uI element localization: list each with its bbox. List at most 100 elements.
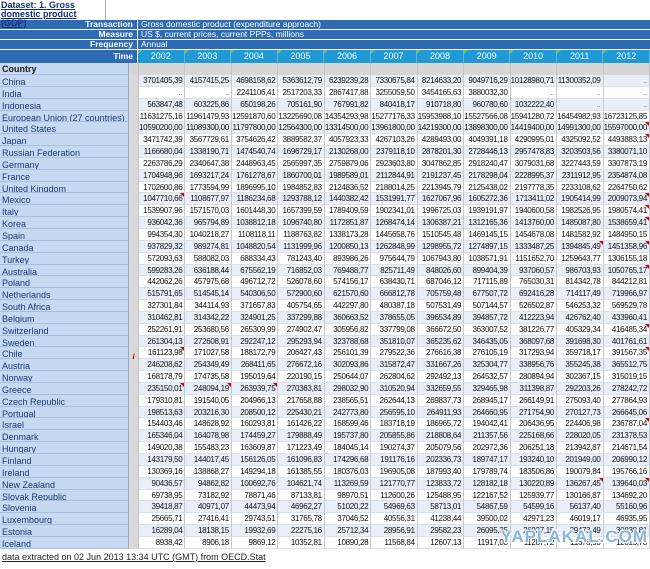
gdp-value-cell: 10590200,00 — [139, 122, 186, 135]
gdp-value-cell: 3227443,59 — [557, 157, 604, 170]
gdp-value-cell: 40556,31 — [371, 513, 418, 526]
year-column-header-2007[interactable]: 2007 — [370, 50, 418, 63]
country-link[interactable]: Australia — [2, 266, 38, 277]
country-link[interactable]: Iceland — [2, 538, 32, 549]
country-link[interactable]: Korea — [2, 219, 27, 229]
country-link[interactable]: Slovak Republic — [2, 491, 67, 502]
year-column-header-2009[interactable]: 2009 — [463, 50, 511, 63]
country-link[interactable]: Sweden — [2, 337, 35, 348]
year-column-header-2003[interactable]: 2003 — [184, 50, 232, 63]
country-link[interactable]: Spain — [2, 230, 26, 241]
country-link[interactable]: France — [2, 171, 31, 182]
country-link[interactable]: Turkey — [2, 254, 30, 265]
gdp-value-cell: 507531,49 — [417, 300, 465, 312]
flag-gutter-cell — [129, 75, 139, 87]
gdp-value-cell: 327301,84 — [139, 300, 186, 312]
country-link[interactable]: South Africa — [2, 302, 51, 312]
gdp-value-cell: 426762,40 — [557, 311, 604, 324]
country-link[interactable]: Russian Federation — [2, 148, 81, 158]
gdp-value-cell: 224406,98 — [557, 418, 604, 431]
gdp-value-cell: 315872,47 — [371, 359, 418, 372]
flag-gutter-cell — [129, 335, 139, 348]
gdp-value-cell: 2867417,88 — [324, 86, 372, 99]
country-link[interactable]: China — [2, 77, 26, 87]
country-link[interactable]: Italy — [2, 207, 19, 218]
gdp-value-cell: 16289,04 — [139, 525, 186, 537]
gdp-value-cell: 220190,15 — [278, 371, 325, 383]
year-column-header-2004[interactable]: 2004 — [231, 50, 278, 63]
country-link[interactable]: Slovenia — [2, 503, 37, 514]
dataset-title-link[interactable]: Dataset: 1. Gross domestic product (GDP) — [1, 0, 77, 28]
country-link[interactable]: Greece — [2, 384, 32, 395]
country-link[interactable]: Germany — [2, 159, 40, 170]
country-link[interactable]: India — [2, 88, 22, 99]
country-link[interactable]: Chile — [2, 349, 23, 360]
year-column-header-2010[interactable]: 2010 — [510, 50, 557, 63]
year-column-header-2012[interactable]: 2012 — [603, 50, 650, 63]
flag-gutter-cell — [129, 146, 139, 158]
country-link[interactable]: Luxembourg — [2, 515, 53, 526]
country-link[interactable]: Ireland — [2, 467, 30, 478]
gdp-value-cell: 46019,17 — [557, 513, 604, 526]
country-link[interactable]: Switzerland — [2, 325, 49, 336]
year-column-header-2008[interactable]: 2008 — [417, 50, 464, 63]
country-link[interactable]: Netherlands — [2, 290, 51, 301]
gdp-value-cell: 1108118,11 — [231, 228, 279, 241]
gdp-value-cell: 9049716,29 — [464, 75, 511, 87]
gdp-value-cell: 168178,79 — [139, 371, 186, 383]
country-link[interactable]: Japan — [2, 136, 27, 147]
country-link[interactable]: United States — [2, 124, 57, 135]
year-column-header-2011[interactable]: 2011 — [556, 50, 604, 63]
country-link[interactable]: Finland — [2, 456, 32, 466]
country-link[interactable]: Poland — [2, 278, 31, 289]
country-cell: Luxembourg — [0, 513, 129, 526]
gdp-value-cell: 378655,05 — [371, 311, 418, 324]
year-column-header-2006[interactable]: 2006 — [324, 50, 371, 63]
flag-corner-icon — [644, 134, 649, 139]
country-link[interactable]: United Kingdom — [2, 183, 67, 194]
gdp-value-cell: 168599,46 — [324, 418, 372, 431]
country-link[interactable]: Austria — [2, 361, 31, 372]
year-column-header-2002[interactable]: 2002 — [138, 50, 185, 63]
gdp-value-cell: 270363,81 — [278, 382, 325, 395]
country-link[interactable]: Portugal — [2, 408, 36, 419]
gdp-value-cell: 29743,51 — [231, 513, 279, 526]
country-cell: Indonesia — [0, 98, 129, 111]
country-link[interactable]: Hungary — [2, 444, 37, 454]
table-row: India.... 2241106,41 2517203,33 2867417,88 3… — [0, 86, 650, 99]
country-link[interactable]: New Zealand — [2, 479, 56, 490]
gdp-value-cell: 2213945,79 — [417, 181, 465, 194]
gdp-value-cell: 11797800,00 — [231, 122, 279, 135]
country-link[interactable]: Indonesia — [2, 100, 42, 111]
gdp-value-cell: 254349,49 — [185, 359, 232, 372]
country-link[interactable]: Canada — [2, 242, 34, 253]
info-icon[interactable]: i — [132, 352, 135, 363]
country-link[interactable]: Norway — [2, 373, 33, 383]
gdp-value-cell: 2311912,95 — [557, 169, 604, 182]
gdp-value-cell: 994354,30 — [139, 228, 186, 241]
gdp-value-cell: 56137,40 — [557, 501, 604, 514]
gdp-value-cell: 12591870,60 — [231, 110, 279, 123]
country-cell: Sweden — [0, 335, 129, 348]
extraction-info-link[interactable]: data extracted on 02 Jun 2013 13:34 UTC … — [2, 551, 266, 562]
gdp-value-cell: 355245,38 — [557, 359, 604, 372]
country-link[interactable]: Belgium — [2, 313, 35, 324]
gdp-value-cell: 277864,93 — [603, 394, 650, 407]
country-link[interactable]: European Union (27 countries) — [2, 112, 125, 123]
country-link[interactable]: Mexico — [2, 195, 31, 206]
gdp-value-cell: 87133,81 — [278, 489, 325, 502]
gdp-value-cell: 266645,06 — [603, 406, 650, 419]
year-column-header-2005[interactable]: 2005 — [277, 50, 325, 63]
table-row: Czech Republic 179310,81 191540,05 204966,1… — [0, 394, 650, 407]
gdp-value-cell: 2125438,02 — [464, 181, 511, 194]
country-link[interactable]: Estonia — [2, 527, 33, 537]
gdp-value-cell: 2263786,29 — [139, 157, 186, 170]
gdp-value-cell: 363007,52 — [464, 323, 511, 336]
gdp-value-cell: 11961479,93 — [185, 110, 232, 123]
country-cell: Slovak Republic — [0, 489, 129, 502]
country-link[interactable]: Czech Republic — [2, 396, 66, 407]
gdp-value-cell: 1481582,92 — [557, 228, 604, 241]
country-link[interactable]: Israel — [2, 420, 25, 431]
country-link[interactable]: Denmark — [2, 432, 39, 443]
footer: data extracted on 02 Jun 2013 13:34 UTC … — [0, 549, 650, 562]
